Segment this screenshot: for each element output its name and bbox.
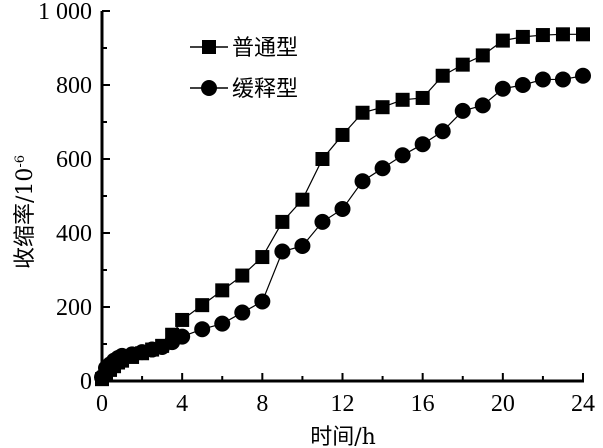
square-marker bbox=[335, 127, 350, 142]
circle-marker bbox=[554, 71, 571, 88]
circle-marker bbox=[334, 200, 351, 217]
square-marker bbox=[375, 100, 390, 115]
y-tick-label: 0 bbox=[80, 369, 92, 395]
square-marker bbox=[175, 312, 190, 327]
square-marker bbox=[475, 48, 490, 63]
circle-marker bbox=[194, 321, 211, 338]
legend-label: 普通型 bbox=[232, 36, 298, 61]
circle-marker bbox=[514, 77, 531, 93]
circle-marker bbox=[354, 173, 371, 190]
circle-marker bbox=[575, 67, 591, 84]
square-marker bbox=[576, 27, 590, 42]
y-tick-label: 600 bbox=[56, 147, 92, 173]
circle-marker bbox=[174, 328, 191, 345]
square-marker bbox=[435, 68, 450, 83]
square-marker bbox=[255, 250, 270, 265]
circle-marker bbox=[414, 136, 431, 153]
square-marker bbox=[535, 28, 550, 43]
axes: 0 200 400 600 800 1 000 0 4 8 12 16 20 24 bbox=[38, 0, 595, 417]
legend-circle-icon bbox=[201, 80, 217, 96]
series-slow-release bbox=[94, 67, 591, 386]
square-marker bbox=[495, 33, 510, 48]
x-tick-label: 8 bbox=[256, 391, 268, 417]
square-marker bbox=[235, 268, 250, 283]
square-marker bbox=[275, 214, 290, 229]
series-layer bbox=[94, 27, 591, 387]
circle-marker bbox=[534, 71, 551, 88]
x-axis-label: 时间/h bbox=[310, 425, 376, 448]
x-tick-label: 4 bbox=[176, 391, 188, 417]
circle-marker bbox=[254, 293, 271, 310]
circle-marker bbox=[394, 147, 411, 164]
square-marker bbox=[355, 105, 370, 120]
circle-marker bbox=[374, 160, 391, 177]
x-tick-label: 0 bbox=[96, 391, 108, 417]
square-marker bbox=[295, 192, 310, 207]
circle-marker bbox=[274, 243, 291, 260]
y-tick-label: 800 bbox=[56, 73, 92, 99]
x-tick-label: 12 bbox=[331, 391, 355, 417]
legend-label: 缓释型 bbox=[232, 77, 298, 102]
y-tick-label: 400 bbox=[56, 221, 92, 247]
y-tick-label: 200 bbox=[56, 295, 92, 321]
square-marker bbox=[515, 29, 530, 44]
x-tick-label: 16 bbox=[411, 391, 435, 417]
square-marker bbox=[395, 92, 410, 107]
circle-marker bbox=[314, 213, 331, 230]
square-marker bbox=[315, 152, 330, 166]
y-tick-label: 1 000 bbox=[38, 0, 92, 25]
circle-marker bbox=[214, 315, 231, 332]
circle-marker bbox=[494, 80, 511, 97]
y-axis-label: 收缩率/10-6 bbox=[13, 155, 38, 269]
square-marker bbox=[455, 57, 470, 72]
circle-marker bbox=[474, 97, 491, 114]
legend-square-icon bbox=[202, 40, 216, 54]
circle-marker bbox=[434, 123, 451, 140]
square-marker bbox=[415, 90, 430, 105]
circle-marker bbox=[234, 304, 251, 321]
circle-marker bbox=[454, 102, 471, 119]
square-marker bbox=[215, 283, 230, 298]
x-tick-label: 20 bbox=[491, 391, 515, 417]
x-tick-label: 24 bbox=[571, 391, 595, 417]
circle-marker bbox=[294, 237, 311, 254]
axis-labels: 时间/h 收缩率/10-6 bbox=[13, 155, 376, 448]
square-marker bbox=[195, 298, 210, 313]
square-marker bbox=[555, 27, 570, 42]
